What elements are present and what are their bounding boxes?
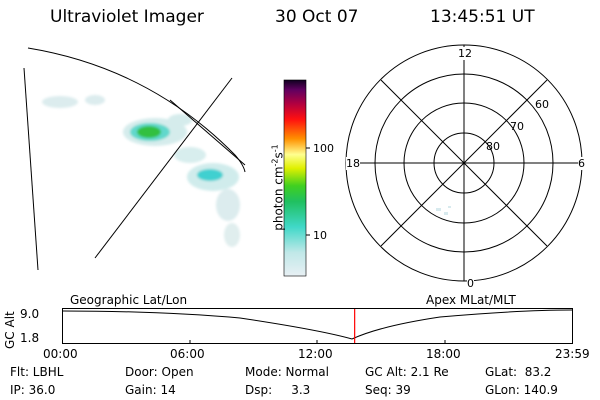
mlt-label-0: 0 — [467, 277, 474, 290]
intensity-colorbar — [283, 79, 310, 277]
colorbar-unit-label: photon cm-2s-1 — [270, 144, 286, 231]
dsp-status: Dsp: 3.3 — [245, 383, 311, 397]
lat-label-60: 60 — [535, 98, 549, 111]
lat-label-80: 80 — [486, 140, 500, 153]
time-tick-1200: 12:00 — [298, 347, 333, 361]
terminator-line — [94, 77, 233, 259]
colorbar-tick-10: 10 — [313, 229, 327, 242]
time-tick-0000: 00:00 — [43, 347, 78, 361]
date-label: 30 Oct 07 — [275, 7, 359, 27]
mlt-label-12: 12 — [458, 47, 472, 60]
gc-alt-axis-label: GC Alt — [3, 311, 17, 349]
glat-status: GLat: 83.2 — [485, 365, 552, 379]
geographic-image — [23, 47, 246, 271]
altitude-curve — [62, 309, 573, 340]
aurora-emission — [42, 95, 240, 247]
time-tick-0600: 06:00 — [170, 347, 205, 361]
mlt-label-6: 6 — [578, 157, 585, 170]
alt-max-label: 9.0 — [20, 307, 40, 321]
ip-status: IP: 36.0 — [10, 383, 56, 397]
map-boundary-arc — [27, 47, 237, 157]
door-status: Door: Open — [125, 365, 194, 379]
time-label: 13:45:51 UT — [430, 7, 535, 27]
geographic-label: Geographic Lat/Lon — [70, 293, 188, 307]
alt-min-label: 1.8 — [20, 331, 40, 345]
gain-status: Gain: 14 — [125, 383, 176, 397]
filter-status: Flt: LBHL — [10, 365, 64, 379]
lat-label-70: 70 — [510, 120, 524, 133]
polar-plot — [345, 44, 583, 282]
time-tick-1800: 18:00 — [426, 347, 461, 361]
apex-label: Apex MLat/MLT — [426, 293, 516, 307]
seq-status: Seq: 39 — [365, 383, 411, 397]
mlt-label-18: 18 — [346, 157, 360, 170]
app-title: Ultraviolet Imager — [50, 7, 204, 27]
map-boundary-left — [23, 67, 39, 271]
glon-status: GLon: 140.9 — [485, 383, 558, 397]
time-tick-2359: 23:59 — [555, 347, 590, 361]
orbit-altitude-plot — [62, 308, 573, 344]
gc-alt-status: GC Alt: 2.1 Re — [365, 365, 449, 379]
colorbar-tick-100: 100 — [313, 142, 334, 155]
mode-status: Mode: Normal — [245, 365, 329, 379]
